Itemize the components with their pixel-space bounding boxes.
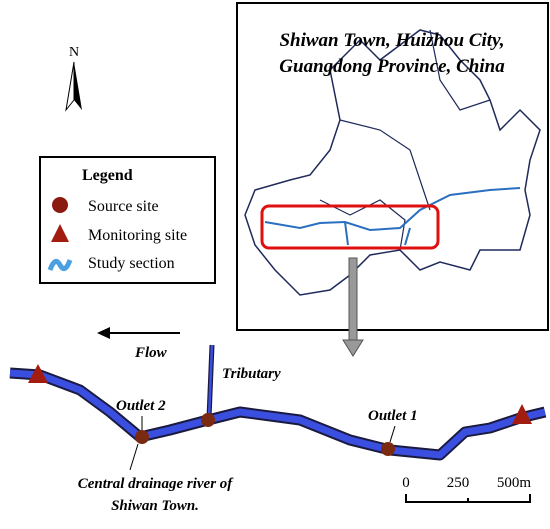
river [9,369,546,459]
inset-title: Guangdong Province, China [279,56,505,77]
inset-river [264,187,521,246]
monitoring-site [512,404,532,424]
river-label: Central drainage river of [78,476,235,492]
scale-bar [405,494,531,503]
source-site [381,442,395,456]
north-arrow [74,62,82,110]
tributary-label: Tributary [222,366,281,382]
outlet-label: Outlet 2 [116,398,166,414]
source-site [201,413,215,427]
pointer-head [342,339,364,357]
scale-label: 500m [497,475,532,491]
legend-item: Monitoring site [88,227,187,244]
inset-title: Shiwan Town, Huizhou City, [279,30,504,51]
north-label: N [69,45,79,60]
legend-title: Legend [82,167,133,184]
legend-monitor-icon [51,224,69,242]
legend-study-icon [47,259,73,271]
inner-boundary [319,29,491,251]
river-label: Shiwan Town. [111,498,199,514]
legend-item: Study section [88,255,175,272]
flow-label: Flow [134,345,168,361]
north-arrow [65,61,75,112]
legend-item: Source site [88,198,159,215]
leader-line [389,425,396,443]
scale-label: 250 [447,475,470,491]
outlet-label: Outlet 1 [368,408,418,424]
town-boundary [244,29,541,296]
study-area-box [260,204,440,250]
scale-label: 0 [402,475,410,491]
legend-source-icon [52,197,68,213]
pointer-shaft [348,257,358,345]
tributary [207,344,214,419]
flow-arrow-head [97,327,110,339]
monitoring-site [28,364,48,383]
source-site [135,430,149,444]
inset-frame [236,2,549,331]
leader-line [129,443,139,471]
